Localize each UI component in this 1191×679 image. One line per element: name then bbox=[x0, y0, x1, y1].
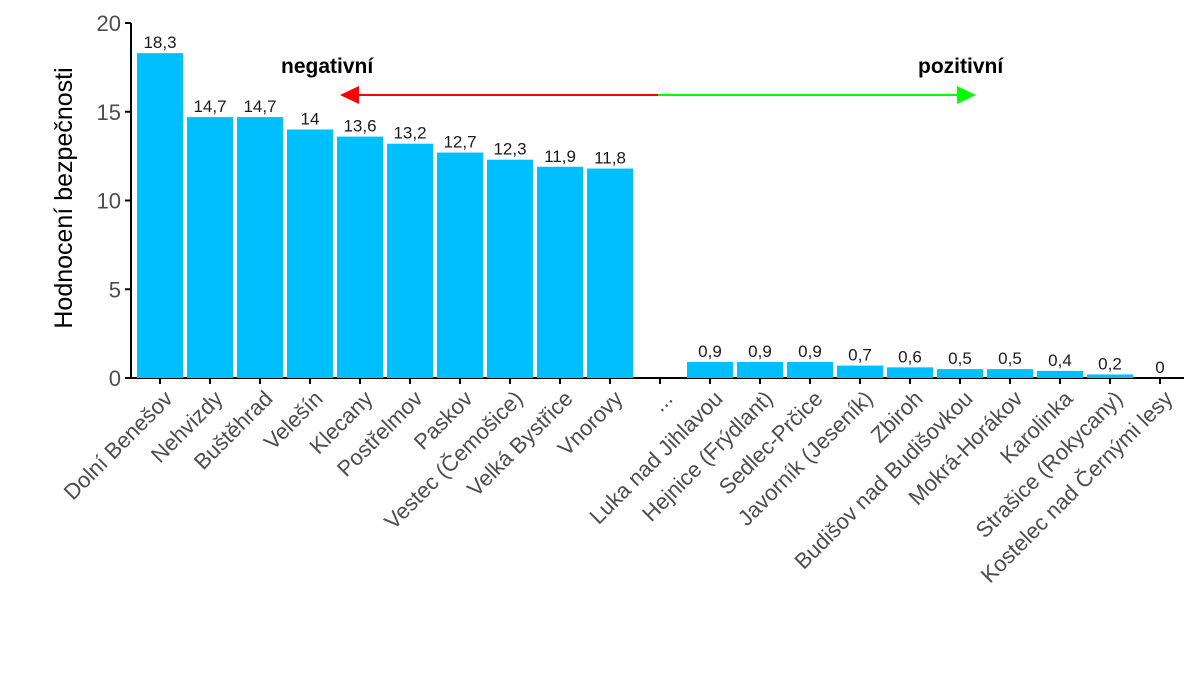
bar bbox=[1037, 370, 1083, 378]
positive-label: pozitivní bbox=[918, 55, 1004, 78]
bar bbox=[587, 168, 633, 378]
negative-arrow-head bbox=[340, 86, 359, 104]
data-label: 14 bbox=[301, 110, 320, 129]
y-tick-label: 15 bbox=[97, 100, 121, 125]
x-tick-label: ... bbox=[647, 386, 678, 417]
data-label: 0,5 bbox=[998, 349, 1022, 368]
data-label: 0,6 bbox=[898, 347, 922, 366]
bar bbox=[537, 166, 583, 378]
bar bbox=[987, 369, 1033, 378]
bar bbox=[887, 367, 933, 378]
bar bbox=[487, 159, 533, 378]
data-label: 0,5 bbox=[948, 349, 972, 368]
data-label: 14,7 bbox=[193, 97, 226, 116]
bars-group bbox=[137, 53, 1133, 379]
data-label: 0,7 bbox=[848, 346, 872, 365]
bar bbox=[737, 362, 783, 378]
data-label: 0,9 bbox=[798, 342, 822, 361]
y-tick-label: 5 bbox=[109, 277, 121, 302]
bar bbox=[137, 53, 183, 379]
data-label: 12,3 bbox=[493, 140, 526, 159]
y-axis-label: Hodnocení bezpečnosti bbox=[50, 67, 78, 328]
data-label: 0,4 bbox=[1048, 351, 1072, 370]
data-label: 11,8 bbox=[594, 149, 626, 168]
bar bbox=[437, 152, 483, 378]
y-tick-label: 20 bbox=[97, 11, 121, 36]
data-label: 0,9 bbox=[698, 342, 722, 361]
data-label: 11,9 bbox=[544, 147, 576, 166]
bar bbox=[287, 129, 333, 378]
bar bbox=[687, 362, 733, 378]
bar bbox=[787, 362, 833, 378]
bar bbox=[387, 143, 433, 378]
direction-annotation: negativní pozitivní bbox=[281, 55, 1004, 104]
data-label: 12,7 bbox=[443, 133, 476, 152]
data-label: 0,2 bbox=[1098, 354, 1122, 373]
bar bbox=[337, 136, 383, 378]
negative-label: negativní bbox=[281, 55, 374, 78]
data-label: 13,6 bbox=[343, 117, 376, 136]
bar bbox=[187, 117, 233, 378]
data-label: 18,3 bbox=[143, 33, 176, 52]
data-label: 0,9 bbox=[748, 342, 772, 361]
y-tick-label: 10 bbox=[97, 189, 121, 214]
bar bbox=[937, 369, 983, 378]
positive-arrow-head bbox=[957, 86, 976, 104]
bar bbox=[237, 117, 283, 378]
y-tick-label: 0 bbox=[109, 366, 121, 391]
bar bbox=[837, 365, 883, 378]
data-label: 14,7 bbox=[243, 97, 276, 116]
data-label: 13,2 bbox=[393, 124, 426, 143]
bar bbox=[1087, 374, 1133, 378]
data-label: 0 bbox=[1155, 358, 1164, 377]
